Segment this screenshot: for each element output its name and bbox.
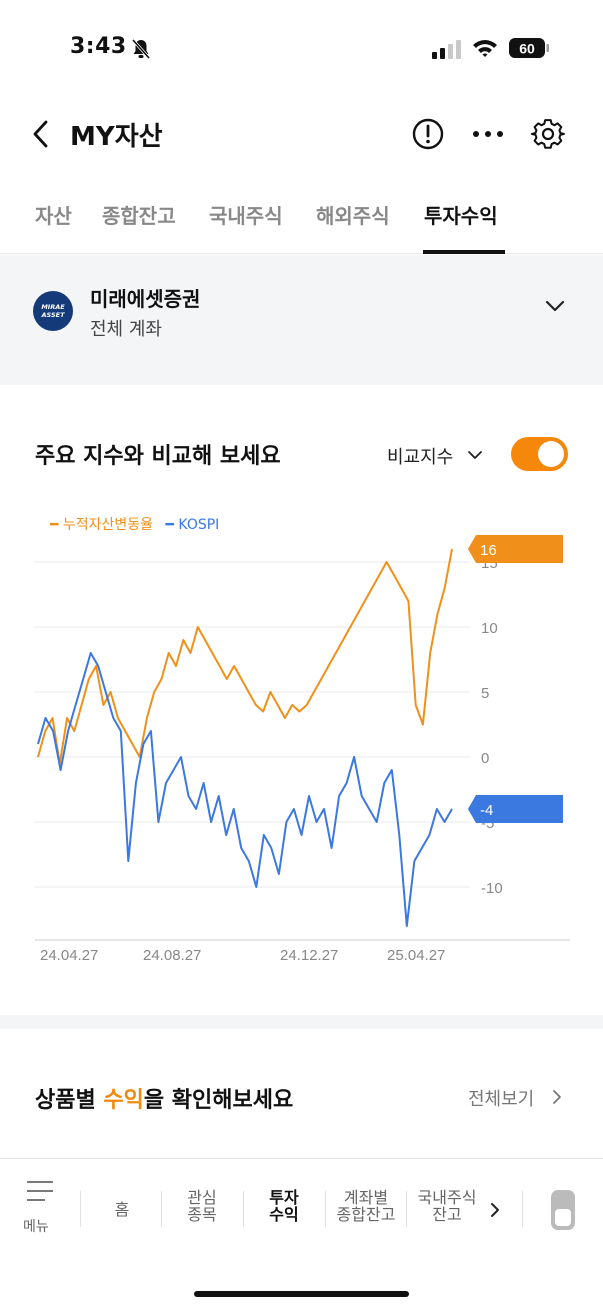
tab-domestic-stocks[interactable]: 국내주식 <box>209 204 283 228</box>
tab-assets[interactable]: 자산 <box>35 204 72 228</box>
hamburger-menu-icon[interactable] <box>25 1179 55 1203</box>
y-tick-label: -10 <box>481 880 503 897</box>
more-options-icon[interactable] <box>470 116 506 152</box>
x-tick-label: 24.12.27 <box>280 947 338 964</box>
status-bar: 3:43 60 <box>0 0 603 96</box>
x-tick-label: 25.04.27 <box>387 947 445 964</box>
scroll-toggle-icon[interactable] <box>550 1189 576 1231</box>
menu-label[interactable]: 메뉴 <box>23 1219 49 1235</box>
asset-change-end-value: 16 <box>480 542 497 559</box>
asset-tabs: 자산 종합잔고 국내주식 해외주식 투자수익 <box>0 180 603 254</box>
x-tick-label: 24.08.27 <box>143 947 201 964</box>
chevron-down-icon[interactable] <box>544 298 566 314</box>
kospi-end-value: -4 <box>480 802 493 819</box>
asset-change-line <box>37 548 453 765</box>
cellular-signal-icon <box>432 40 461 59</box>
account-selector[interactable]: MIRAE ASSET 미래에셋증권 전체 계좌 <box>0 255 603 363</box>
nav-account-balance[interactable]: 계좌별 종합잔고 <box>336 1188 396 1224</box>
legend-asset-change: ━ 누적자산변동율 <box>50 517 154 533</box>
chevron-right-icon[interactable] <box>550 1088 564 1106</box>
home-indicator <box>194 1291 409 1297</box>
broker-name: 미래에셋증권 <box>90 287 201 311</box>
nav-domestic-balance[interactable]: 국내주식 잔고 <box>417 1188 477 1224</box>
info-alert-icon[interactable] <box>410 116 446 152</box>
app-header: MY자산 <box>0 96 603 176</box>
x-tick-label: 24.04.27 <box>40 947 98 964</box>
section-divider <box>0 363 603 385</box>
back-arrow-icon[interactable] <box>28 118 54 150</box>
y-tick-label: 0 <box>481 750 489 767</box>
y-tick-label: 5 <box>481 685 489 702</box>
chevron-right-icon[interactable] <box>488 1201 502 1219</box>
page-title: MY자산 <box>70 122 163 152</box>
wifi-icon <box>473 40 497 57</box>
compare-index-toggle[interactable] <box>511 437 568 471</box>
compare-index-dropdown[interactable]: 비교지수 <box>387 447 454 468</box>
account-scope: 전체 계좌 <box>90 319 162 340</box>
tab-investment-return[interactable]: 투자수익 <box>424 204 498 228</box>
chart-section-title: 주요 지수와 비교해 보세요 <box>35 444 281 469</box>
y-tick-label: 10 <box>481 620 498 637</box>
tab-overseas-stocks[interactable]: 해외주식 <box>316 204 390 228</box>
battery-level: 60 <box>519 41 535 57</box>
chart-legend: ━ 누적자산변동율 ━ KOSPI <box>50 514 219 534</box>
active-tab-indicator <box>423 250 505 254</box>
settings-gear-icon[interactable] <box>530 116 566 152</box>
chevron-down-icon[interactable] <box>466 446 484 464</box>
tab-total-balance[interactable]: 종합잔고 <box>102 204 176 228</box>
battery-icon: 60 <box>509 38 549 58</box>
nav-investment-return[interactable]: 투자 수익 <box>269 1188 299 1224</box>
bottom-navigation: 메뉴 홈 관심 종목 투자 수익 계좌별 종합잔고 국내주식 잔고 <box>0 1158 603 1258</box>
nav-watchlist[interactable]: 관심 종목 <box>187 1188 217 1224</box>
status-time: 3:43 <box>70 34 127 59</box>
bell-muted-icon <box>131 39 151 59</box>
mirae-asset-logo: MIRAE ASSET <box>33 291 73 331</box>
kospi-end-tag <box>468 795 563 823</box>
product-section-title: 상품별 수익을 확인해보세요 <box>35 1088 294 1113</box>
asset-change-end-tag <box>468 535 563 563</box>
see-all-link[interactable]: 전체보기 <box>468 1089 535 1110</box>
toggle-knob <box>538 441 564 467</box>
kospi-line <box>37 652 453 927</box>
section-divider <box>0 1015 603 1029</box>
legend-kospi: ━ KOSPI <box>165 517 220 533</box>
nav-home[interactable]: 홈 <box>114 1200 130 1219</box>
